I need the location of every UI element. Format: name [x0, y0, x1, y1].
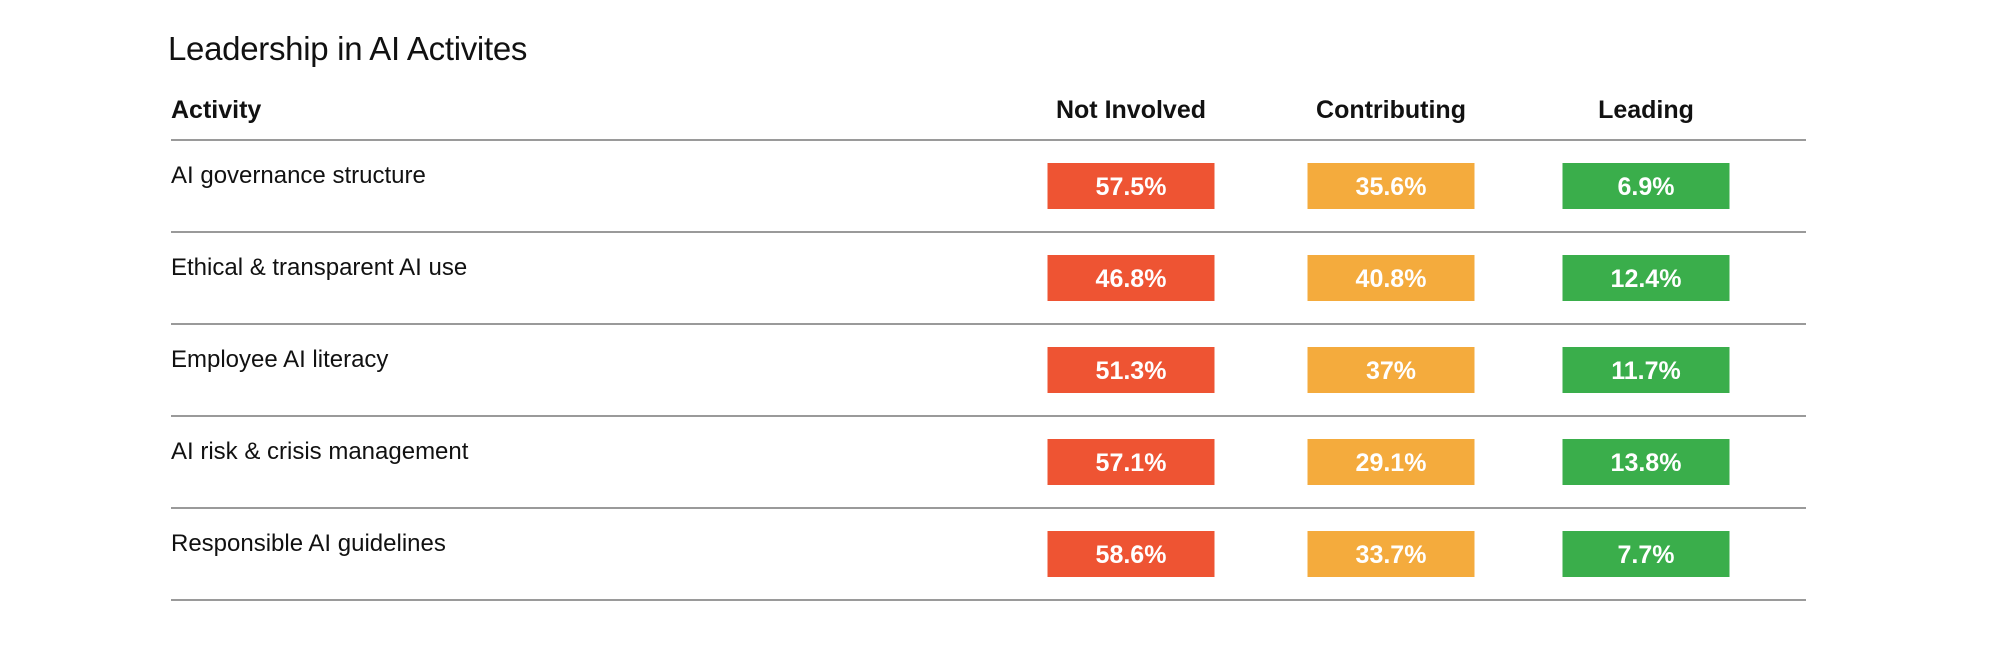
value-cell — [1047, 439, 1215, 485]
value-cell — [1562, 163, 1730, 209]
value-label: 46.8% — [1096, 265, 1167, 293]
value-cell — [1047, 255, 1215, 301]
column-header-leading: Leading — [1598, 96, 1694, 124]
column-header-activity: Activity — [171, 96, 261, 124]
value-label: 37% — [1366, 357, 1416, 385]
value-cell — [1562, 439, 1730, 485]
value-cell — [1562, 255, 1730, 301]
value-label: 33.7% — [1356, 541, 1427, 569]
value-label: 7.7% — [1618, 541, 1675, 569]
column-header-contributing: Contributing — [1316, 96, 1466, 124]
row-label: Responsible AI guidelines — [171, 530, 446, 557]
row-label: Ethical & transparent AI use — [171, 254, 467, 281]
row-label: AI governance structure — [171, 162, 426, 189]
value-label: 6.9% — [1618, 173, 1675, 201]
value-cell — [1047, 347, 1215, 393]
value-label: 35.6% — [1356, 173, 1427, 201]
row-label: Employee AI literacy — [171, 346, 388, 373]
value-label: 12.4% — [1611, 265, 1682, 293]
value-label: 57.5% — [1096, 173, 1167, 201]
value-label: 11.7% — [1611, 357, 1681, 385]
value-cell — [1307, 255, 1475, 301]
value-label: 13.8% — [1611, 449, 1682, 477]
value-cell — [1307, 439, 1475, 485]
chart-title: Leadership in AI Activites — [168, 30, 528, 67]
value-label: 57.1% — [1096, 449, 1167, 477]
value-cell — [1562, 531, 1730, 577]
value-label: 40.8% — [1356, 265, 1427, 293]
value-cell — [1307, 163, 1475, 209]
column-header-not-involved: Not Involved — [1056, 96, 1206, 124]
value-cell — [1307, 347, 1475, 393]
value-label: 58.6% — [1096, 541, 1167, 569]
value-cell — [1047, 531, 1215, 577]
value-cell — [1562, 347, 1730, 393]
value-label: 29.1% — [1356, 449, 1427, 477]
value-label: 51.3% — [1096, 357, 1167, 385]
row-label: AI risk & crisis management — [171, 438, 469, 465]
value-cell — [1307, 531, 1475, 577]
value-cell — [1047, 163, 1215, 209]
